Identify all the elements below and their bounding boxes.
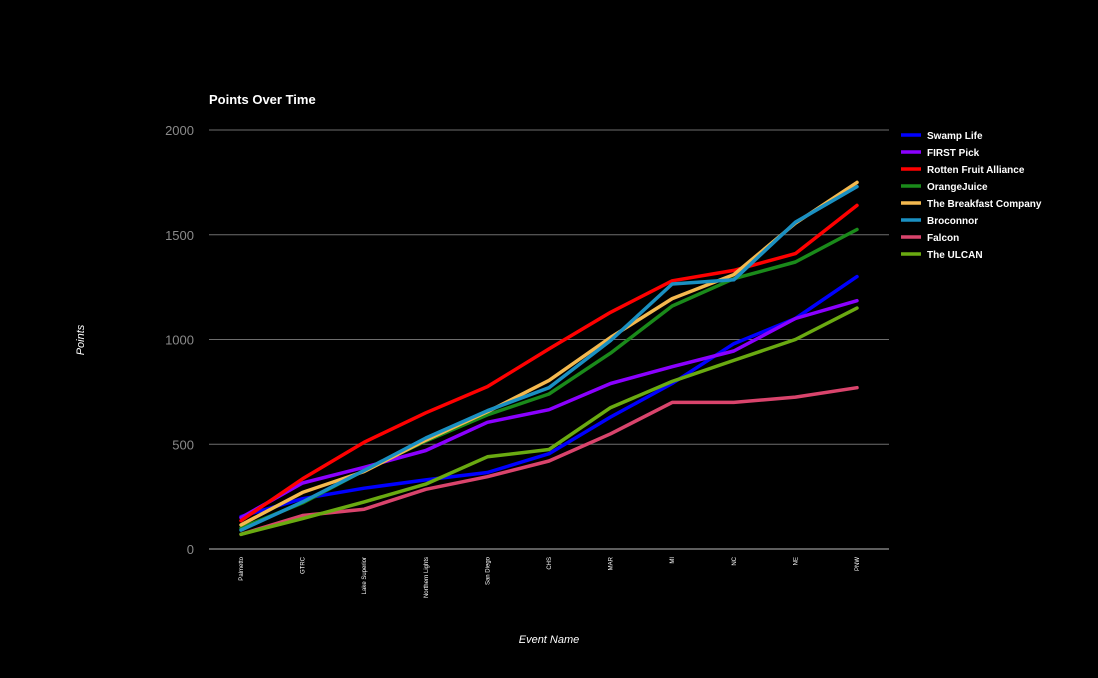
- x-tick-label: Northern Lights: [424, 557, 430, 598]
- x-axis-title: Event Name: [519, 634, 580, 646]
- gridlines: [209, 129, 889, 550]
- y-tick-label: 500: [172, 437, 194, 452]
- x-tick-label: Lake Superior: [362, 557, 368, 594]
- x-tick-label: Palmetto: [239, 556, 245, 580]
- series-line-1: [239, 298, 859, 520]
- x-tick-label: GTRC: [301, 556, 307, 574]
- legend-label: Rotten Fruit Alliance: [927, 165, 1025, 176]
- y-tick-label: 2000: [165, 123, 194, 138]
- x-tick-label: MI: [670, 557, 676, 564]
- legend-label: OrangeJuice: [927, 182, 988, 193]
- x-tick-label: San Diego: [485, 556, 491, 585]
- legend-label: The ULCAN: [927, 250, 983, 261]
- legend-label: FIRST Pick: [927, 148, 980, 159]
- legend-label: The Breakfast Company: [927, 199, 1042, 210]
- series-line-7: [239, 306, 859, 537]
- x-tick-label: MAR: [609, 556, 615, 570]
- y-tick-labels: 0 500 1000 1500 2000: [165, 123, 194, 557]
- legend: Swamp Life FIRST Pick Rotten Fruit Allianc…: [901, 131, 1042, 261]
- x-tick-label: NE: [793, 557, 799, 565]
- legend-label: Falcon: [927, 233, 959, 244]
- chart-title: Points Over Time: [209, 92, 316, 107]
- series-lines: [239, 180, 859, 537]
- x-tick-labels: Palmetto GTRC Lake Superior Northern Lights…: [239, 556, 861, 598]
- x-tick-label: NC: [732, 556, 738, 565]
- y-tick-label: 1000: [165, 333, 194, 348]
- series-line-6: [239, 385, 859, 537]
- series-line-0: [239, 274, 859, 519]
- y-axis-title: Points: [75, 324, 87, 355]
- series-line-5: [239, 184, 859, 532]
- legend-label: Swamp Life: [927, 131, 983, 142]
- series-line-4: [239, 180, 859, 527]
- y-tick-label: 0: [187, 542, 194, 557]
- y-tick-label: 1500: [165, 228, 194, 243]
- legend-label: Broconnor: [927, 216, 978, 227]
- x-tick-label: PNW: [855, 557, 861, 571]
- series-line-2: [239, 203, 859, 523]
- x-tick-label: CHS: [547, 557, 553, 570]
